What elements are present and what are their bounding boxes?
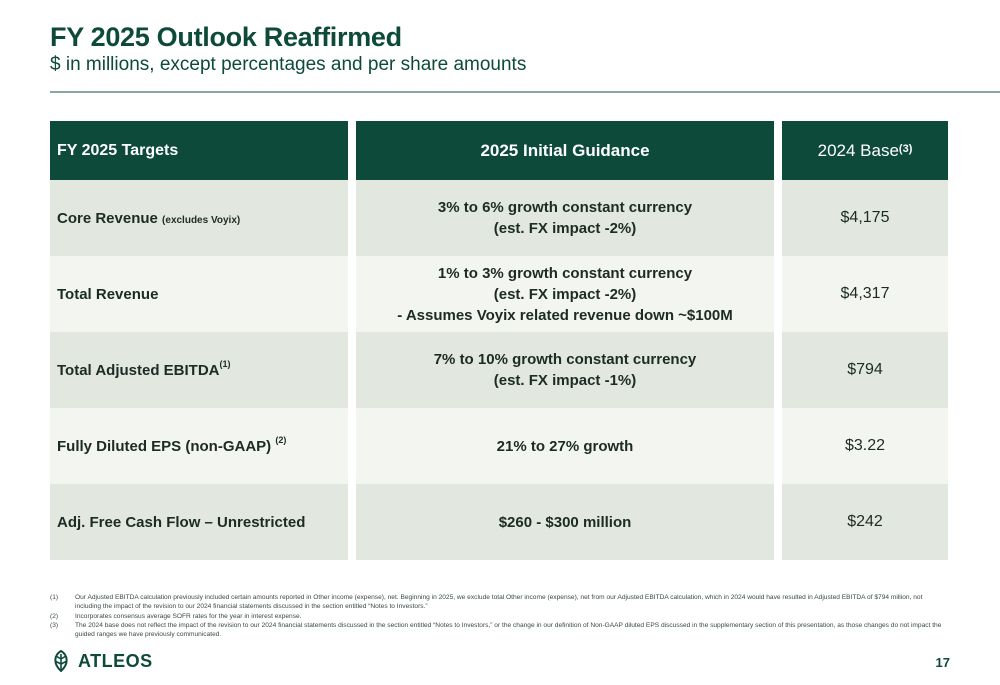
footnote-text: Incorporates consensus average SOFR rate… [75,612,302,620]
row-guidance-cell: 1% to 3% growth constant currency (est. F… [356,256,774,332]
guidance-line: 7% to 10% growth constant currency [433,351,697,368]
row-base-cell: $4,317 [782,256,948,332]
footnote-number: (3) [50,621,59,629]
row-guidance: $260 - $300 million [499,512,632,533]
atleos-logo: ATLEOS [50,650,153,672]
guidance-line: 3% to 6% growth constant currency [437,199,693,216]
row-guidance-cell: 21% to 27% growth [356,408,774,484]
row-label-cell: Total Adjusted EBITDA(1) [50,332,348,408]
footnote: (2) Incorporates consensus average SOFR r… [50,612,950,621]
row-label-text: Total Revenue [57,285,159,303]
page-subtitle: $ in millions, except percentages and pe… [50,54,527,75]
header-base: 2024 Base (3) [782,121,948,180]
row-label-text: Fully Diluted EPS (non-GAAP) [57,438,272,455]
row-label-cell: Fully Diluted EPS (non-GAAP) (2) [50,408,348,484]
row-label-text: Adj. Free Cash Flow – Unrestricted [57,513,306,531]
footnote-number: (1) [50,594,59,601]
row-guidance-cell: $260 - $300 million [356,484,774,560]
page-title: FY 2025 Outlook Reaffirmed [50,22,402,52]
row-guidance: 1% to 3% growth constant currency (est. F… [397,263,733,326]
table-row: Core Revenue (excludes Voyix) 3% to 6% gr… [50,180,948,256]
row-guidance: 3% to 6% growth constant currency (est. F… [438,197,692,239]
row-guidance-cell: 7% to 10% growth constant currency (est. … [356,332,774,408]
row-label-footnote: (1) [219,359,231,369]
row-label-text: Total Adjusted EBITDA [57,362,220,379]
row-base-cell: $4,175 [782,180,948,256]
table-header-row: FY 2025 Targets 2025 Initial Guidance 20… [50,121,948,180]
row-guidance: 7% to 10% growth constant currency (est. … [434,349,697,391]
footnote-text: The 2024 base does not reflect the impac… [75,621,942,639]
guidance-line: (est. FX impact -2%) [493,285,637,303]
outlook-table: FY 2025 Targets 2025 Initial Guidance 20… [50,121,948,560]
row-label-cell: Total Revenue [50,256,348,332]
row-base-value: $4,317 [840,285,890,302]
header-base-label: 2024 Base [817,140,899,160]
row-label: Total Adjusted EBITDA(1) [57,359,231,379]
table-row: Adj. Free Cash Flow – Unrestricted $260 -… [50,484,948,560]
table-row: Fully Diluted EPS (non-GAAP) (2) 21% to 2… [50,408,948,484]
table-body: Core Revenue (excludes Voyix) 3% to 6% gr… [50,180,948,560]
row-base-value: $4,175 [840,209,890,226]
header-divider [50,91,1000,93]
row-base-cell: $242 [782,484,948,560]
footnotes: (1) Our Adjusted EBITDA calculation previ… [50,593,950,639]
row-guidance-cell: 3% to 6% growth constant currency (est. F… [356,180,774,256]
row-base-value: $794 [847,361,883,378]
guidance-line: (est. FX impact -1%) [493,372,637,389]
row-guidance: 21% to 27% growth [497,436,634,457]
atleos-leaf-icon [54,650,68,672]
footnote: (3) The 2024 base does not reflect the im… [50,621,950,640]
footnote-number: (2) [50,612,59,620]
row-label: Fully Diluted EPS (non-GAAP) (2) [57,435,287,455]
header-base-footnote: (3) [898,142,913,155]
row-label: Core Revenue (excludes Voyix) [57,210,240,227]
page-number: 17 [935,655,950,670]
row-base-value: $3.22 [844,437,886,454]
guidance-line: - Assumes Voyix related revenue down ~$1… [397,306,733,324]
row-label-note: (excludes Voyix) [162,214,241,226]
row-label-text: Core Revenue [57,209,158,227]
row-label: Total Revenue [57,286,158,303]
row-base-cell: $794 [782,332,948,408]
row-label-cell: Adj. Free Cash Flow – Unrestricted [50,484,348,560]
guidance-line: 1% to 3% growth constant currency [437,264,693,282]
row-base-cell: $3.22 [782,408,948,484]
table-row: Total Revenue 1% to 3% growth constant cu… [50,256,948,332]
header-targets: FY 2025 Targets [50,121,348,180]
logo-text: ATLEOS [78,650,153,671]
footnote: (1) Our Adjusted EBITDA calculation previ… [50,593,950,612]
guidance-line: 21% to 27% growth [496,437,634,455]
row-label: Adj. Free Cash Flow – Unrestricted [57,514,305,531]
guidance-line: (est. FX impact -2%) [493,220,637,237]
table-row: Total Adjusted EBITDA(1) 7% to 10% growth… [50,332,948,408]
footnote-text: Our Adjusted EBITDA calculation previous… [75,594,923,611]
guidance-line: $260 - $300 million [498,513,632,531]
row-label-footnote: (2) [275,435,287,445]
row-base-value: $242 [847,513,883,530]
header-guidance: 2025 Initial Guidance [356,121,774,180]
row-label-cell: Core Revenue (excludes Voyix) [50,180,348,256]
